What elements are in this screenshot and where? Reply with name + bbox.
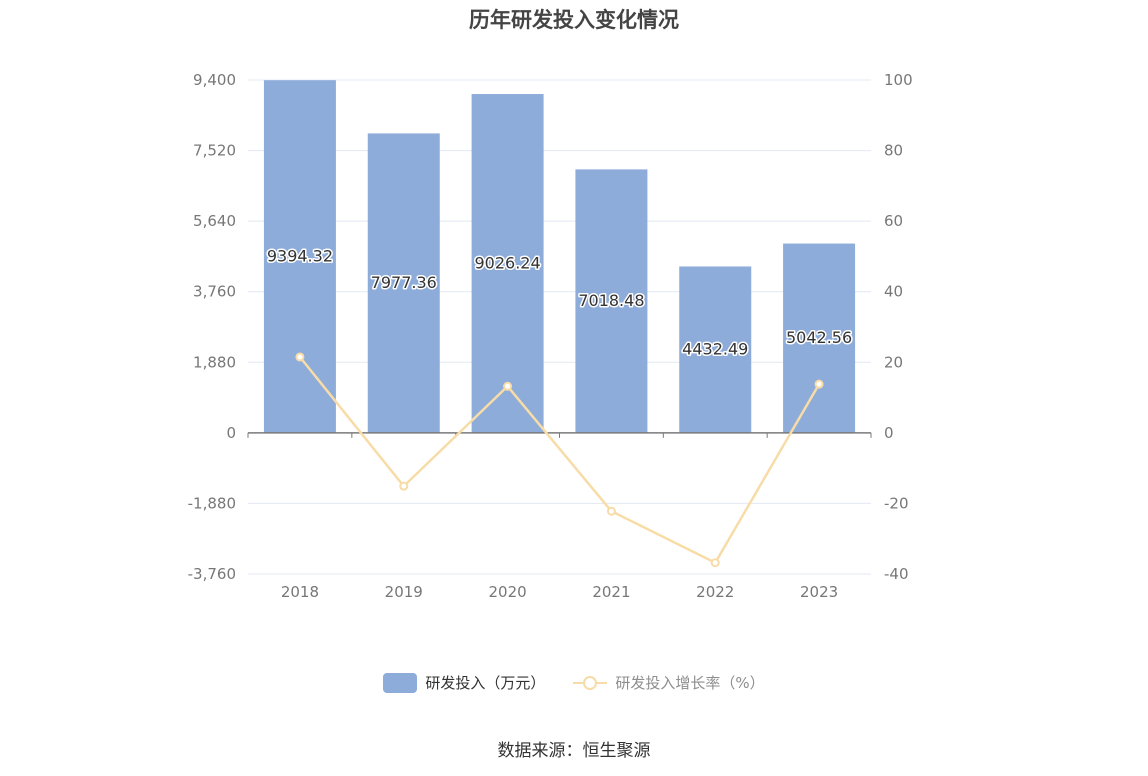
x-tick-label: 2023 [800,583,838,601]
bar [367,133,440,433]
x-tick-label: 2020 [488,583,526,601]
y-left-tick-label: 0 [226,424,236,442]
data-source-note: 数据来源：恒生聚源 [497,741,651,761]
legend-label-growth-rate: 研发投入增长率（%） [615,674,765,692]
y-left-tick-label: 3,760 [193,283,236,301]
x-tick-label: 2019 [385,583,423,601]
growth-point [710,558,720,568]
y-right-tick-label: 0 [884,424,894,442]
y-right-tick-label: -40 [884,565,909,583]
data-labels: 9394.32 7977.36 9026.24 7018.48 4432.49 5042.… [265,245,853,360]
growth-point [503,381,513,391]
growth-point [606,506,616,516]
legend-line-swatch-icon [573,673,608,693]
growth-point [399,481,409,491]
y-left-tick-label: 5,640 [193,212,236,230]
bar-series [263,80,856,433]
bar [679,266,752,433]
bar-value-label: 7018.48 [578,291,644,310]
bar [783,243,856,433]
legend-item-growth-rate[interactable]: 研发投入增长率（%） [573,672,765,693]
legend-item-rd-investment[interactable]: 研发投入（万元） [383,672,545,693]
growth-line [298,356,821,564]
y-left-tick-label: -3,760 [188,565,236,583]
bar-value-label: 4432.49 [682,340,748,359]
bar [471,94,544,433]
chart-title: 历年研发投入变化情况 [469,8,679,32]
y-left-tick-label: 7,520 [193,142,236,160]
bar [575,169,648,433]
growth-point [814,379,824,389]
y-left-tick-label: -1,880 [188,494,236,512]
y-right-tick-label: -20 [884,494,909,512]
bar-value-label: 5042.56 [786,328,852,347]
growth-point [295,352,305,362]
growth-line-series [295,352,824,568]
y-right-tick-label: 80 [884,142,903,160]
bar-value-label: 9026.24 [474,253,540,272]
y-right-tick-label: 100 [884,71,913,89]
legend: 研发投入（万元） 研发投入增长率（%） [0,672,1148,693]
y-right-tick-label: 60 [884,212,903,230]
x-tick-label: 2018 [281,583,319,601]
bar-value-label: 9394.32 [267,247,333,266]
grid-lines [248,79,871,575]
bar-value-label: 7977.36 [371,273,437,292]
y-right-tick-label: 40 [884,283,903,301]
x-tick-label: 2022 [696,583,734,601]
bar [263,80,336,433]
legend-bar-swatch-icon [383,672,418,693]
y-left-tick-label: 9,400 [193,71,236,89]
y-left-tick-label: 1,880 [193,353,236,371]
legend-label-rd-investment: 研发投入（万元） [425,674,546,692]
y-right-tick-label: 20 [884,353,903,371]
axes: 9,400 7,520 5,640 3,760 1,880 0 -1,880 -3,760 10… [188,71,913,601]
x-tick-label: 2021 [592,583,630,601]
